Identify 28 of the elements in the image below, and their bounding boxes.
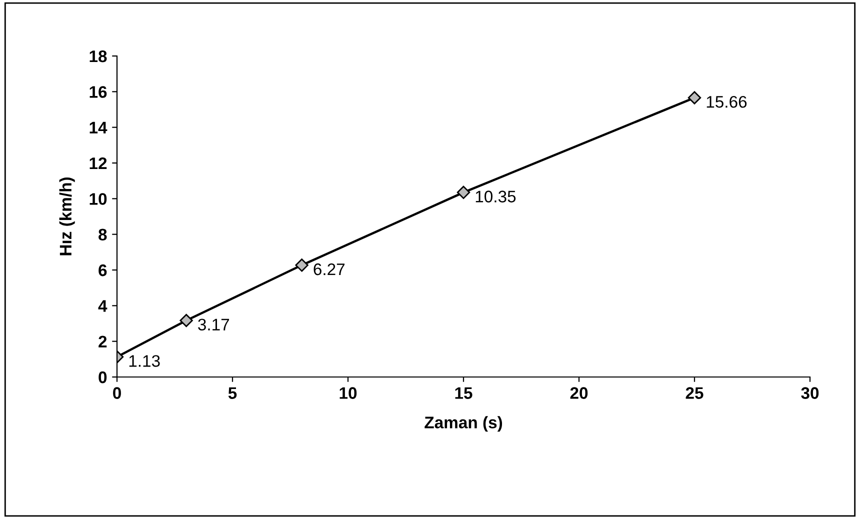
x-tick-label: 15 [455,387,472,399]
point [688,91,702,104]
x-tick-label: 0 [113,387,121,399]
y-tick-label: 16 [90,86,107,98]
x-tick-label: 10 [340,387,357,399]
x-tick-label: 30 [801,387,819,399]
y-tick-label: 4 [98,300,108,312]
data-label: 1.13 [129,355,160,367]
y-tick-label: 12 [90,157,107,170]
y-axis-title: Hız (km/h) [59,178,75,256]
y-tick-label: 14 [90,122,108,134]
y-tick-label: 10 [90,193,107,205]
y-tick-label: 8 [98,228,107,241]
x-axis-title: Zaman (s) [424,416,502,432]
point [456,186,470,200]
y-tick-label: 0 [98,371,107,384]
point [180,314,193,328]
x-tick-label: 20 [570,387,588,399]
x-tick-label: 25 [686,387,704,399]
data-label: 3.17 [198,318,230,330]
data-label: 15.66 [706,96,747,108]
data-label: 6.27 [314,263,345,276]
y-tick-label: 6 [98,264,107,276]
point [295,258,308,272]
data-label: 10.35 [476,190,516,202]
y-tick-label: 2 [98,336,107,348]
y-tick-label: 18 [90,50,107,62]
x-tick-label: 5 [228,387,237,399]
